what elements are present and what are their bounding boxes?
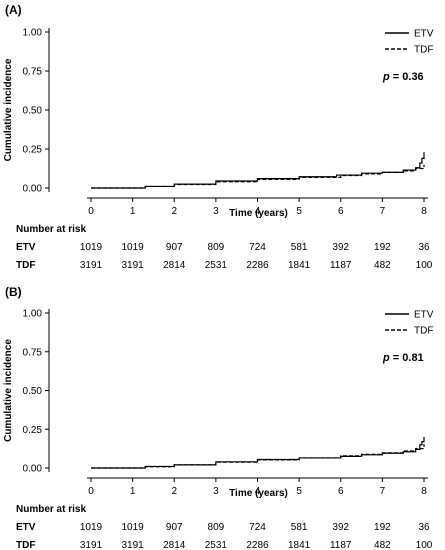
p-value-number: = 0.36 [390,71,424,83]
risk-count: 809 [208,522,225,533]
risk-row-label-tdf: TDF [16,260,35,271]
risk-table-title: Number at risk [16,504,86,515]
x-tick-label: 7 [380,486,386,497]
y-axis-title: Cumulative incidence [3,339,14,442]
risk-count: 2531 [205,260,228,271]
legend-label-etv: ETV [414,310,434,321]
risk-count: 724 [249,242,266,253]
risk-count: 2814 [163,260,186,271]
y-tick-label: 0.75 [23,67,43,78]
x-tick-label: 8 [421,206,427,217]
x-tick-label: 2 [171,206,177,217]
p-value-symbol: p [382,71,390,83]
risk-count: 100 [416,260,433,271]
risk-count: 581 [291,242,308,253]
p-value-annotation: p = 0.36 [382,71,424,83]
series-line-tdf [91,443,425,469]
risk-count: 1841 [288,540,311,550]
risk-count: 482 [374,540,391,550]
legend-label-etv: ETV [414,29,434,40]
risk-count: 100 [416,540,433,550]
p-value-symbol: p [382,352,390,364]
risk-count: 809 [208,242,225,253]
risk-count: 3191 [122,540,145,550]
risk-count: 3191 [80,540,103,550]
risk-count: 1019 [80,242,103,253]
risk-count: 392 [332,242,349,253]
risk-count: 3191 [122,260,145,271]
risk-count: 1019 [122,242,145,253]
x-tick-label: 3 [213,206,219,217]
y-tick-label: 0.25 [23,145,43,156]
risk-count: 192 [374,522,391,533]
risk-count: 1019 [122,522,145,533]
risk-count: 907 [166,522,183,533]
x-axis-title: Time (years) [229,208,288,219]
y-axis-title: Cumulative incidence [3,58,14,161]
risk-count: 1187 [330,540,352,550]
risk-count: 482 [374,260,391,271]
risk-count: 1019 [80,522,103,533]
x-tick-label: 6 [338,486,344,497]
series-line-etv [91,152,425,189]
risk-row-label-etv: ETV [16,242,36,253]
x-tick-label: 0 [88,206,94,217]
risk-count: 724 [249,522,266,533]
risk-count: 192 [374,242,391,253]
panel-label: (B) [5,285,22,299]
risk-count: 2286 [246,260,269,271]
risk-row-label-tdf: TDF [16,540,35,550]
risk-count: 392 [332,522,349,533]
p-value-number: = 0.81 [390,352,424,364]
p-value-annotation: p = 0.81 [382,352,424,364]
x-tick-label: 3 [213,486,219,497]
x-tick-label: 4 [255,486,261,497]
y-tick-label: 1.00 [23,28,43,39]
x-tick-label: 5 [296,486,302,497]
series-line-etv [91,437,425,469]
risk-count: 2531 [205,540,228,550]
y-tick-label: 0.75 [23,347,43,358]
risk-count: 581 [291,522,308,533]
y-tick-label: 0.50 [23,106,43,117]
y-tick-label: 0.25 [23,425,43,436]
x-tick-label: 6 [338,206,344,217]
risk-count: 907 [166,242,183,253]
risk-row-label-etv: ETV [16,522,36,533]
y-tick-label: 0.00 [23,464,43,475]
risk-count: 2814 [163,540,186,550]
risk-count: 36 [418,522,430,533]
risk-count: 1187 [330,260,352,271]
risk-table-title: Number at risk [16,224,86,235]
y-tick-label: 0.00 [23,184,43,195]
y-tick-label: 0.50 [23,386,43,397]
risk-count: 1841 [288,260,311,271]
x-tick-label: 1 [130,206,136,217]
x-tick-label: 5 [296,206,302,217]
risk-count: 3191 [80,260,103,271]
legend-label-tdf: TDF [414,45,433,56]
legend-label-tdf: TDF [414,326,433,337]
x-tick-label: 1 [130,486,136,497]
x-tick-label: 4 [255,206,261,217]
y-tick-label: 1.00 [23,309,43,320]
risk-count: 2286 [246,540,269,550]
x-tick-label: 2 [171,486,177,497]
risk-count: 36 [418,242,430,253]
x-tick-label: 0 [88,486,94,497]
series-line-tdf [91,164,425,189]
x-axis-title: Time (years) [229,488,288,499]
x-tick-label: 7 [380,206,386,217]
panel-label: (A) [5,3,22,17]
x-tick-label: 8 [421,486,427,497]
